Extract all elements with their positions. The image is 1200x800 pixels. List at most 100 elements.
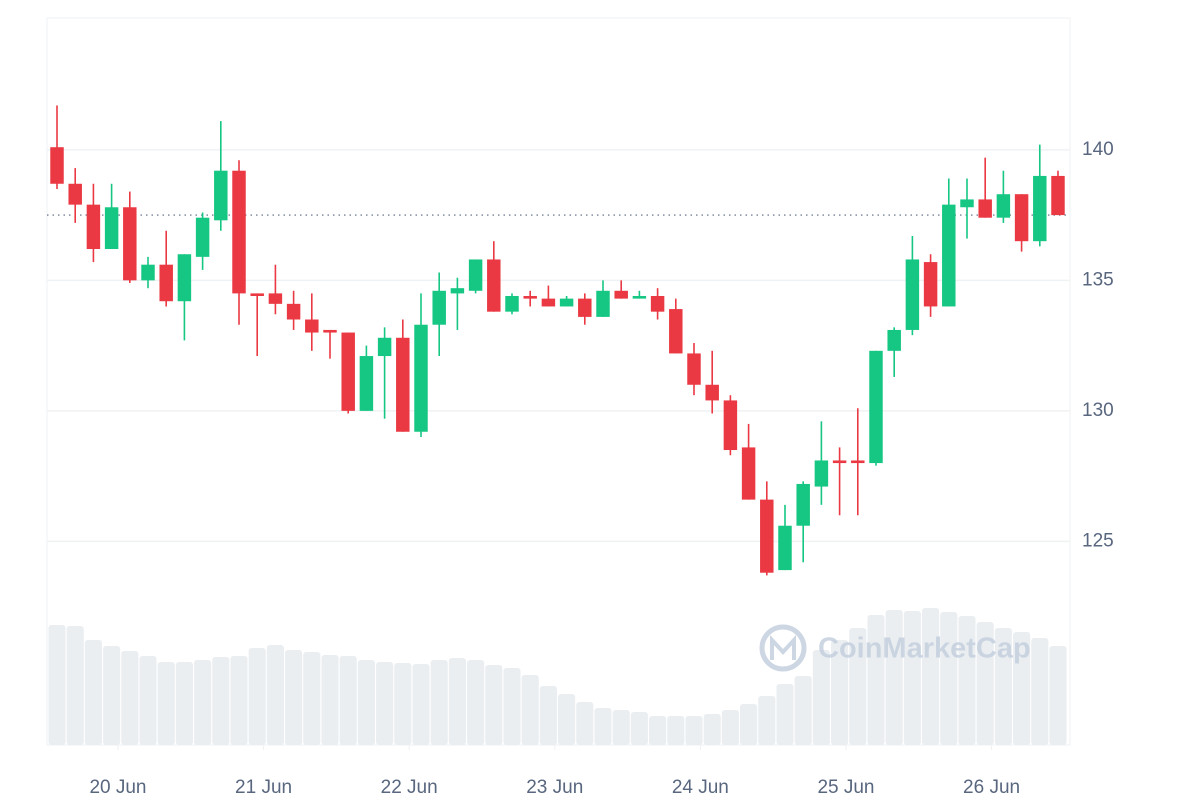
volume-bar (867, 615, 885, 745)
candle-body (942, 204, 956, 307)
volume-bar (940, 612, 958, 745)
candle-body (141, 264, 155, 281)
volume-bar (667, 716, 685, 745)
candle-body (377, 337, 392, 357)
volume-bar (103, 646, 121, 745)
volume-bar (1013, 632, 1031, 745)
volume-bar (794, 676, 812, 745)
volume-bar (576, 702, 594, 745)
y-tick-label: 140 (1082, 139, 1114, 160)
volume-bar (994, 628, 1012, 745)
x-tick-label: 26 Jun (963, 777, 1020, 798)
candle-body (341, 332, 355, 411)
candle-body (851, 460, 865, 464)
candle-body (305, 319, 319, 333)
candle-body (541, 298, 556, 307)
watermark-logo-mark (770, 634, 796, 660)
volume-bar (612, 710, 630, 745)
volume-bar (685, 716, 703, 745)
candle-body (323, 329, 337, 333)
candle-body (268, 293, 283, 304)
candle-body (1051, 175, 1065, 216)
volume-bar (121, 651, 139, 745)
x-tick-label: 25 Jun (817, 777, 874, 798)
volume-bar (139, 656, 157, 745)
watermark-text: CoinMarketCap (818, 633, 1031, 665)
candle-body (359, 356, 374, 411)
volume-bar (812, 650, 830, 745)
axis-layer: 125 130 135 140 20 Jun 21 Jun 22 Jun 23 Jun 24 J… (89, 139, 1113, 798)
candle-body (760, 499, 774, 573)
candle-body (723, 400, 738, 451)
volume-bar (394, 663, 412, 745)
candle-body (123, 207, 137, 281)
volume-bar (303, 652, 321, 745)
volume-bar (357, 660, 375, 745)
watermark-logo (759, 624, 807, 672)
y-tick-label: 135 (1082, 269, 1114, 290)
grid (47, 149, 1070, 543)
candles-layer (47, 105, 1070, 576)
candle-body (814, 460, 829, 487)
volume-bar (84, 640, 102, 745)
candle-body (669, 309, 683, 354)
candle-body (396, 337, 410, 432)
volume-bar (594, 708, 612, 745)
volume-bar (48, 625, 66, 745)
volume-bar (1031, 638, 1049, 745)
candle-body (614, 290, 628, 299)
volume-bar (903, 611, 921, 745)
candle-body (195, 217, 210, 257)
candle-body (905, 259, 920, 330)
volume-bar (776, 684, 794, 745)
candle-body (68, 183, 82, 205)
y-tick-label: 130 (1082, 400, 1114, 421)
volume-bar (339, 656, 357, 745)
candle-body (414, 324, 428, 432)
volume-bar (212, 657, 230, 745)
candle-body (832, 460, 847, 464)
volume-bar (230, 656, 248, 745)
candle-body (177, 254, 192, 302)
candle-body (796, 483, 810, 526)
candle-body (1014, 194, 1029, 242)
volume-bar (430, 660, 448, 745)
volume-bar (703, 714, 721, 745)
plot-frame (46, 17, 1071, 746)
volume-bar (157, 662, 175, 745)
candle-body (104, 207, 119, 250)
candle-body (741, 447, 756, 500)
x-tick-label: 21 Jun (235, 777, 292, 798)
candle-body (286, 303, 301, 320)
volume-bar (485, 665, 503, 745)
candle-body (505, 296, 519, 312)
y-tick-label: 125 (1082, 530, 1114, 551)
candle-body (923, 262, 938, 307)
volume-bar (558, 694, 576, 745)
candle-body (468, 259, 483, 291)
watermark: CoinMarketCap (759, 624, 1031, 672)
volume-bar (922, 608, 940, 745)
candle-body (778, 525, 792, 571)
candle-body (432, 290, 446, 325)
volume-bar (321, 655, 339, 745)
volume-bar (266, 645, 284, 745)
volume-bar (175, 662, 193, 745)
volume-bar (1049, 646, 1067, 745)
x-tick-label: 23 Jun (526, 777, 583, 798)
candle-body (869, 350, 883, 464)
volume-bar (831, 640, 849, 745)
candle-body (214, 170, 228, 221)
volume-bar (649, 716, 667, 745)
volume-bar (539, 686, 557, 745)
volume-bar (958, 616, 976, 745)
volume-bar (885, 610, 903, 745)
volume-bar (467, 660, 485, 745)
candle-body (687, 353, 701, 385)
volume-bar (194, 660, 212, 745)
x-tick-label: 20 Jun (89, 777, 146, 798)
candle-body (450, 288, 465, 294)
x-tick-label: 22 Jun (381, 777, 438, 798)
volume-bar (66, 626, 84, 745)
